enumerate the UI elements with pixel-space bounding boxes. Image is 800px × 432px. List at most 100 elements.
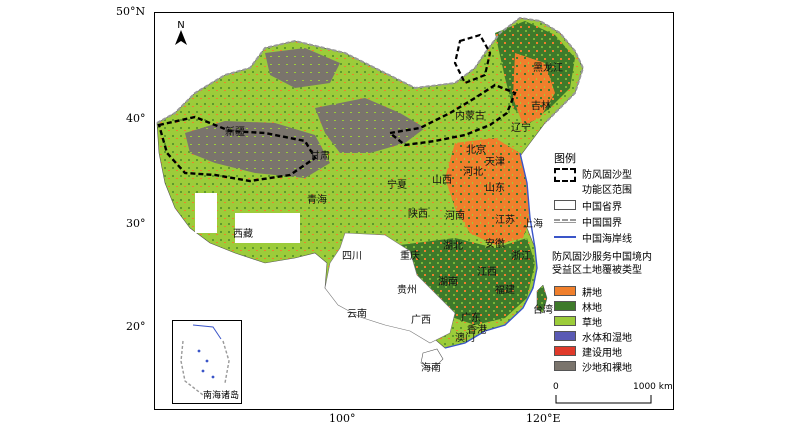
- scale-bar: 0 1000 km: [553, 382, 673, 411]
- label-sichuan: 四川: [342, 251, 362, 262]
- legend-class-grassland: 草地: [554, 314, 602, 329]
- legend-class-label: 沙地和裸地: [582, 362, 632, 374]
- legend-zone-line1: 防风固沙型: [582, 170, 632, 181]
- hainan-island: [420, 348, 444, 370]
- china-landcover-map: 黑龙江 吉林 辽宁 内蒙古 新疆 甘肃 青海 西藏 宁夏 山西 陕西 北京 天津…: [156, 16, 585, 374]
- northeast-cropland: [513, 53, 555, 125]
- legend-province: 中国省界: [554, 198, 622, 213]
- lat-label-50: 50°N: [116, 5, 146, 18]
- legend-zone-line2: 功能区范围: [582, 185, 632, 196]
- label-shandong: 山东: [485, 181, 505, 194]
- label-hubei: 湖北: [443, 240, 463, 252]
- zone-boundary-swatch: [554, 168, 576, 182]
- legend-zone: 防风固沙型 功能区范围: [554, 166, 632, 196]
- sand-zone-boundary-north: [387, 83, 517, 147]
- south-china-sea-inset: 南海诸岛: [172, 320, 242, 404]
- inset-label: 南海诸岛: [203, 391, 240, 401]
- legend-class-water: 水体和湿地: [554, 329, 632, 344]
- legend-title: 图例: [554, 152, 576, 165]
- legend-national-border-label: 中国国界: [582, 217, 622, 229]
- grassland-swatch: [554, 316, 576, 326]
- scale-zero: 0: [553, 382, 559, 392]
- legend-class-label: 建设用地: [582, 347, 622, 359]
- label-taiwan: 台湾: [533, 303, 553, 316]
- legend-class-label: 草地: [582, 317, 602, 329]
- label-xianggang: 香港: [467, 324, 487, 336]
- label-zhejiang: 浙江: [511, 250, 531, 262]
- legend-landcover-title-1: 防风固沙服务中国境内: [552, 252, 652, 263]
- label-xizang: 西藏: [233, 228, 253, 240]
- legend-class-label: 耕地: [582, 287, 602, 299]
- south-china-sea-islands: [180, 324, 230, 396]
- sand-swatch: [554, 361, 576, 371]
- tibet-blank-block: [235, 213, 300, 243]
- legend-class-label: 林地: [582, 302, 602, 314]
- cropland-swatch: [554, 286, 576, 296]
- label-shanxi: 山西: [432, 174, 452, 186]
- legend-class-label: 水体和湿地: [582, 332, 632, 344]
- sand-zone-boundary-west: [157, 115, 317, 183]
- legend-coastline-label: 中国海岸线: [582, 233, 632, 245]
- legend-province-label: 中国省界: [582, 201, 622, 213]
- north-desert: [265, 48, 340, 88]
- label-ningxia: 宁夏: [387, 178, 407, 191]
- tibet-blank-block-2: [195, 193, 217, 233]
- legend-coastline: 中国海岸线: [554, 230, 632, 245]
- label-fujian: 福建: [495, 283, 515, 296]
- label-qinghai: 青海: [307, 193, 327, 206]
- legend-national-border: 中国国界: [554, 214, 622, 229]
- lon-label-100: 100°: [329, 412, 356, 425]
- map-frame: 黑龙江 吉林 辽宁 内蒙古 新疆 甘肃 青海 西藏 宁夏 山西 陕西 北京 天津…: [154, 12, 674, 410]
- label-beijing: 北京: [466, 143, 486, 156]
- legend-class-forest: 林地: [554, 299, 602, 314]
- label-anhui: 安徽: [485, 237, 505, 250]
- scale-bar-graphic: [555, 395, 652, 404]
- legend-landcover-title-2: 受益区土地覆被类型: [552, 265, 642, 276]
- coastline: [444, 152, 538, 349]
- national-border-swatch: [554, 219, 576, 223]
- north-china-plain: [445, 138, 530, 245]
- label-hebei: 河北: [463, 166, 483, 178]
- forest-swatch: [554, 301, 576, 311]
- label-neimenggu: 内蒙古: [455, 109, 485, 122]
- lat-label-30: 30°: [126, 217, 146, 230]
- label-tianjin: 天津: [485, 156, 505, 168]
- north-arrow-icon: N: [175, 20, 187, 45]
- legend-class-builtup: 建设用地: [554, 344, 622, 359]
- label-henan: 河南: [445, 209, 465, 222]
- label-heilongjiang: 黑龙江: [533, 61, 563, 74]
- xinjiang-desert: [185, 121, 330, 178]
- water-swatch: [554, 331, 576, 341]
- label-liaoning: 辽宁: [511, 121, 531, 134]
- label-shanghai: 上海: [523, 217, 543, 230]
- label-aomen: 澳门: [455, 331, 475, 344]
- legend-class-cropland: 耕地: [554, 284, 602, 299]
- label-jilin: 吉林: [531, 99, 551, 112]
- southwest-blank-area: [324, 232, 456, 344]
- legend-class-sand: 沙地和裸地: [554, 359, 632, 374]
- province-swatch: [554, 200, 576, 210]
- label-hainan: 海南: [421, 361, 441, 374]
- label-guangxi: 广西: [411, 314, 431, 326]
- builtup-swatch: [554, 346, 576, 356]
- label-shaanxi: 陕西: [408, 207, 428, 220]
- label-chongqing: 重庆: [400, 249, 420, 262]
- label-hunan: 湖南: [438, 275, 458, 288]
- taiwan-island: [536, 284, 548, 314]
- coastline-swatch: [554, 236, 576, 238]
- label-yunnan: 云南: [347, 307, 367, 320]
- national-border: [156, 16, 585, 124]
- label-jiangsu: 江苏: [495, 213, 515, 226]
- scale-end: 1000 km: [633, 382, 673, 392]
- label-guangdong: 广东: [461, 311, 481, 324]
- north-arrow-label: N: [177, 20, 184, 31]
- inner-mongolia-desert: [315, 98, 425, 153]
- legend-zone-text: 防风固沙型 功能区范围: [582, 166, 632, 196]
- sand-zone-boundary-northeast: [453, 33, 492, 85]
- label-xinjiang: 新疆: [225, 125, 245, 138]
- lat-label-40: 40°: [126, 112, 146, 125]
- lat-label-20: 20°: [126, 320, 146, 333]
- lon-label-120: 120°E: [526, 412, 561, 425]
- label-gansu: 甘肃: [310, 149, 330, 162]
- label-guizhou: 贵州: [397, 283, 417, 296]
